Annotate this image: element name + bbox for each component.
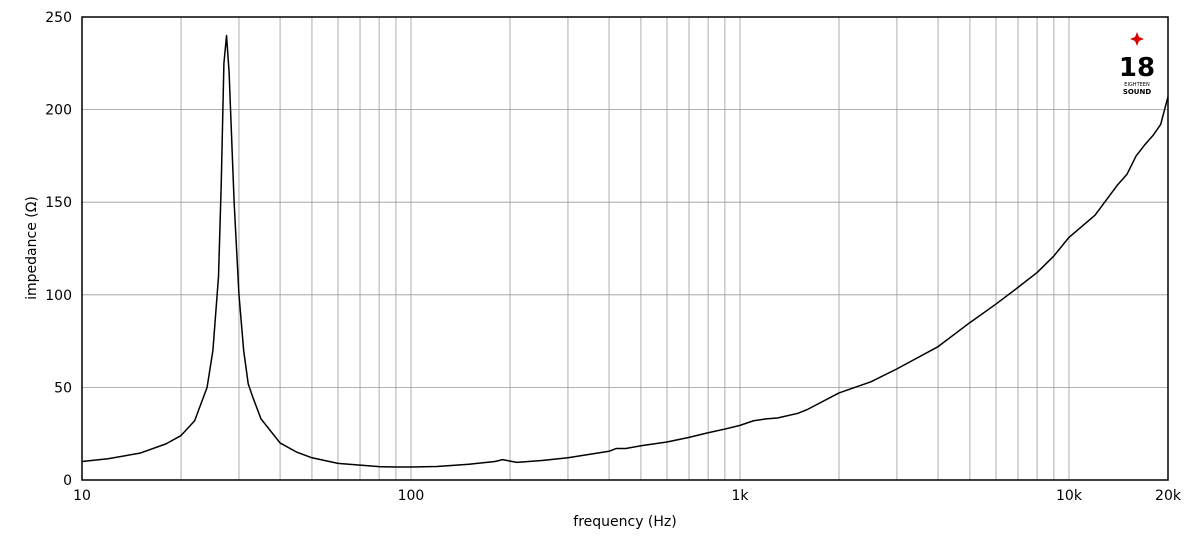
x-tick-label: 10k <box>1056 488 1083 504</box>
x-tick-label: 10 <box>73 488 91 504</box>
grid <box>81 16 1169 481</box>
y-tick-label: 0 <box>63 473 72 489</box>
y-tick-label: 150 <box>45 195 72 211</box>
x-tick-label: 1k <box>731 488 749 504</box>
impedance-line <box>81 34 1169 468</box>
y-tick-label: 100 <box>45 288 72 304</box>
logo-number: 18 <box>1119 53 1155 83</box>
x-tick-label: 20k <box>1155 488 1182 504</box>
logo-text: EIGHTEEN <box>1124 82 1150 88</box>
x-axis-label: frequency (Hz) <box>573 514 676 530</box>
y-tick-label: 50 <box>54 380 72 396</box>
y-tick-label: 200 <box>45 103 72 119</box>
logo-star <box>1130 32 1144 46</box>
logo: 18 EIGHTEEN SOUND <box>1119 32 1155 96</box>
logo-text: SOUND <box>1123 88 1152 96</box>
y-tick-label: 250 <box>45 10 72 26</box>
x-tick-label: 100 <box>398 488 425 504</box>
plot-frame <box>81 16 1169 481</box>
y-axis-label: impedance (Ω) <box>24 196 40 300</box>
